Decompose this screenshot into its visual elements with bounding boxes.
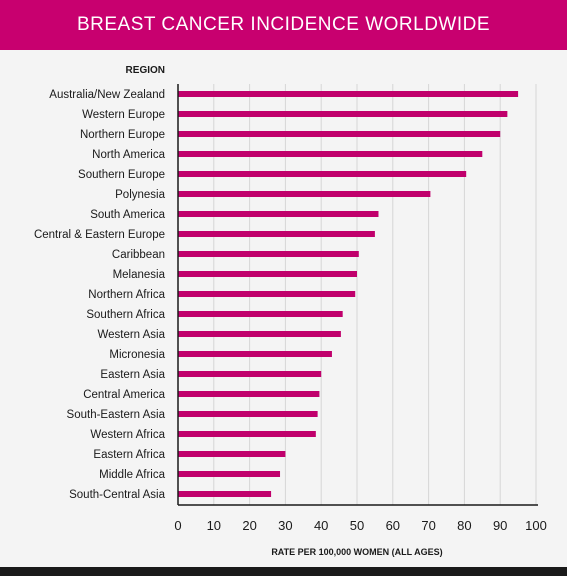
x-tick-label: 0	[174, 518, 181, 533]
title-bar	[0, 0, 567, 50]
bar	[178, 351, 332, 357]
category-label: Eastern Asia	[100, 369, 165, 381]
x-tick-label: 100	[525, 518, 547, 533]
category-label: Northern Europe	[80, 129, 165, 141]
bar	[178, 391, 320, 397]
category-label: Southern Africa	[86, 309, 165, 321]
bar	[178, 91, 519, 97]
x-tick-label: 90	[493, 518, 507, 533]
bar	[178, 451, 286, 457]
x-tick-label: 70	[421, 518, 435, 533]
category-label: Western Africa	[90, 429, 165, 441]
bar	[178, 291, 356, 297]
category-label: Western Europe	[82, 109, 165, 121]
category-label: South-Eastern Asia	[67, 409, 166, 421]
bar	[178, 111, 508, 117]
bar	[178, 251, 359, 257]
category-label: Northern Africa	[88, 289, 165, 301]
category-label: Caribbean	[112, 249, 165, 261]
category-label: North America	[92, 149, 165, 161]
category-labels: Australia/New Zealand Western Europe North…	[34, 89, 166, 501]
category-label: Central America	[83, 389, 165, 401]
x-tick-label: 50	[350, 518, 364, 533]
x-tick-labels: 0 10 20 30 40 50 60 70 80 90 100	[174, 518, 546, 533]
bar	[178, 431, 316, 437]
x-tick-label: 40	[314, 518, 328, 533]
category-label: Eastern Africa	[93, 449, 165, 461]
bar	[178, 411, 318, 417]
category-label: South-Central Asia	[69, 489, 165, 501]
x-tick-label: 30	[278, 518, 292, 533]
bar	[178, 191, 431, 197]
category-label: Australia/New Zealand	[49, 89, 165, 101]
category-label: Micronesia	[109, 349, 165, 361]
chart-title: BREAST CANCER INCIDENCE WORLDWIDE	[76, 14, 491, 35]
x-tick-label: 60	[386, 518, 400, 533]
bar	[178, 311, 343, 317]
x-tick-label: 10	[207, 518, 221, 533]
category-label: Middle Africa	[99, 469, 165, 481]
bars	[178, 91, 519, 497]
category-label: Central & Eastern Europe	[34, 229, 165, 241]
y-axis-title: REGION	[126, 65, 165, 76]
bar	[178, 151, 483, 157]
x-tick-label: 80	[457, 518, 471, 533]
bar	[178, 331, 341, 337]
category-label: South America	[90, 209, 165, 221]
category-label: Melanesia	[113, 269, 166, 281]
bar	[178, 471, 281, 477]
bar	[178, 211, 379, 217]
x-axis-title: RATE PER 100,000 WOMEN (ALL AGES)	[271, 547, 442, 557]
footer-bar	[0, 567, 567, 576]
category-label: Southern Europe	[78, 169, 165, 181]
category-label: Polynesia	[115, 189, 165, 201]
bar	[178, 371, 322, 377]
bar	[178, 131, 501, 137]
bar	[178, 171, 467, 177]
x-tick-label: 20	[242, 518, 256, 533]
category-label: Western Asia	[97, 329, 165, 341]
bar	[178, 271, 357, 277]
bar	[178, 491, 272, 497]
bar	[178, 231, 375, 237]
